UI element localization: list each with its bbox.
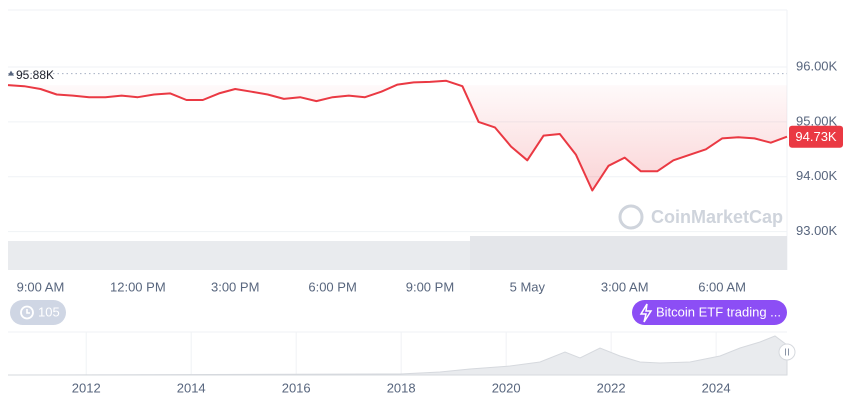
plot: 95.88K 94.73K — [7, 68, 843, 192]
history-badge-text: 105 — [38, 304, 60, 319]
x-tick-label: 6:00 AM — [698, 279, 746, 294]
clock-hands — [26, 309, 30, 314]
overview-handle[interactable] — [778, 343, 796, 361]
y-tick-label: 95.00K — [796, 113, 838, 128]
watermark: CoinMarketCap — [618, 204, 783, 230]
x-tick-label: 5 May — [510, 279, 546, 294]
x-tick-label: 9:00 AM — [17, 279, 65, 294]
overview-year-label: 2012 — [72, 380, 101, 395]
overview-year-label: 2022 — [597, 380, 626, 395]
overview-year-label: 2016 — [282, 380, 311, 395]
x-tick-label: 3:00 AM — [601, 279, 649, 294]
overview-area — [7, 335, 788, 376]
overview-year-label: 2018 — [387, 380, 416, 395]
price-line — [7, 79, 788, 192]
y-tick-label: 94.00K — [796, 168, 838, 183]
x-tick-label: 9:00 PM — [406, 279, 454, 294]
price-tag-label: 94.73K — [795, 129, 837, 144]
handle-grip — [785, 348, 789, 356]
price-tag — [789, 125, 843, 148]
volume-bars — [470, 236, 787, 270]
clock-icon — [20, 305, 34, 320]
overview-year-label: 2024 — [702, 380, 731, 395]
loss-area — [8, 85, 787, 191]
x-tick-label: 3:00 PM — [211, 279, 259, 294]
watermark-text: CoinMarketCap — [651, 207, 783, 227]
reference-label: 95.88K — [16, 68, 54, 82]
y-tick-label: 93.00K — [796, 223, 838, 238]
x-tick-label: 6:00 PM — [308, 279, 356, 294]
history-badge[interactable] — [10, 300, 66, 325]
x-tick-label: 12:00 PM — [110, 279, 166, 294]
x-axis: 9:00 AM 12:00 PM 3:00 PM 6:00 PM 9:00 PM 5 Ma… — [17, 279, 746, 294]
bolt-icon — [639, 303, 653, 323]
event-badge[interactable] — [632, 300, 787, 325]
reference-marker — [8, 70, 14, 76]
watermark-logo — [618, 204, 644, 230]
overview-year-label: 2014 — [177, 380, 206, 395]
event-badge-text: Bitcoin ETF trading ... — [656, 304, 781, 319]
grid: 93.00K 94.00K 95.00K 96.00K — [8, 58, 838, 238]
overview-year-label: 2020 — [492, 380, 521, 395]
y-tick-label: 96.00K — [796, 58, 838, 73]
